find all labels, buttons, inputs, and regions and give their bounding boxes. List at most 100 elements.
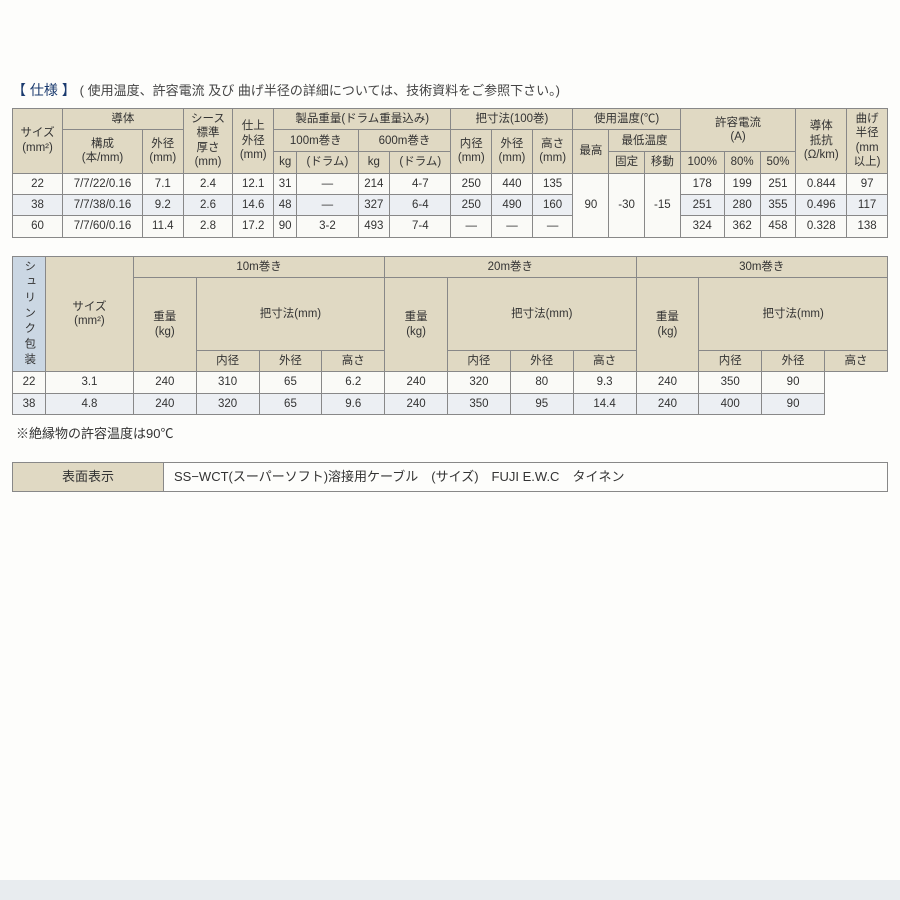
cell: 320 (196, 393, 259, 414)
h-fixed: 固定 (609, 152, 645, 173)
cell: 65 (259, 393, 322, 414)
title-note: ( 使用温度、許容電流 及び 曲げ半径の詳細については、技術資料をご参照下さい。… (80, 83, 560, 98)
h-size: サイズ(mm²) (13, 109, 63, 174)
cell-merged: -15 (644, 173, 680, 237)
cell: 3-2 (297, 216, 358, 237)
cell: 7/7/38/0.16 (63, 194, 143, 215)
footnote: ※絶縁物の許容温度は90℃ (16, 423, 888, 442)
h-p100: 100% (680, 152, 724, 173)
cell: 7/7/60/0.16 (63, 216, 143, 237)
h-dr1: (ドラム) (297, 152, 358, 173)
h-max: 最高 (573, 130, 609, 173)
cell: 160 (532, 194, 573, 215)
cell: 48 (274, 194, 297, 215)
h-resist: 導体抵抗(Ω/km) (796, 109, 847, 174)
c: 外径 (762, 350, 825, 371)
cell: 490 (492, 194, 533, 215)
h-move: 移動 (644, 152, 680, 173)
cell: 12.1 (233, 173, 274, 194)
cell: 2.4 (183, 173, 233, 194)
t2-wt1: 重量(kg) (133, 278, 196, 372)
cell: 31 (274, 173, 297, 194)
cell-merged: -30 (609, 173, 645, 237)
cell: 0.844 (796, 173, 847, 194)
cell: 90 (762, 393, 825, 414)
cell: 320 (448, 372, 511, 393)
c: 高さ (824, 350, 887, 371)
cell: 240 (133, 393, 196, 414)
side-label: シュリンク包装 (13, 256, 46, 372)
cell: 355 (760, 194, 796, 215)
cell: 251 (760, 173, 796, 194)
cell: 280 (724, 194, 760, 215)
t2-wt3: 重量(kg) (636, 278, 699, 372)
cell: 80 (510, 372, 573, 393)
cell: 350 (448, 393, 511, 414)
t2-h2: 把寸法(mm) (448, 278, 636, 351)
cell: 458 (760, 216, 796, 237)
t2-wt2: 重量(kg) (385, 278, 448, 372)
cell: 250 (451, 173, 492, 194)
h-conductor: 導体 (63, 109, 184, 130)
cell: 22 (13, 372, 46, 393)
cell: 240 (636, 372, 699, 393)
cell: 95 (510, 393, 573, 414)
h-temp: 使用温度(℃) (573, 109, 680, 130)
cell: 400 (699, 393, 762, 414)
cell: 7/7/22/0.16 (63, 173, 143, 194)
cell: — (297, 173, 358, 194)
title-bracket: 【 仕様 】 (12, 82, 76, 98)
cell: 310 (196, 372, 259, 393)
c: 外径 (259, 350, 322, 371)
surface-display-table: 表面表示 SS−WCT(スーパーソフト)溶接用ケーブル (サイズ) FUJI E… (12, 462, 888, 492)
cell: 135 (532, 173, 573, 194)
cell: 240 (636, 393, 699, 414)
h-allow: 許容電流(A) (680, 109, 796, 152)
cell: 240 (385, 372, 448, 393)
h-hid: 内径(mm) (451, 130, 492, 173)
t2-size: サイズ(mm²) (46, 256, 134, 372)
h-cons: 構成(本/mm) (63, 130, 143, 173)
cell: 4.8 (46, 393, 134, 414)
cell: 38 (13, 393, 46, 414)
cell: 2.6 (183, 194, 233, 215)
cell: — (532, 216, 573, 237)
cell: 14.6 (233, 194, 274, 215)
table-row: 384.8240320659.62403509514.424040090 (13, 393, 888, 414)
cell: 7-4 (390, 216, 451, 237)
cell: 440 (492, 173, 533, 194)
spec-table-1: サイズ(mm²) 導体 シース標準厚さ(mm) 仕上外径(mm) 製品重量(ドラ… (12, 108, 888, 238)
h-finishod: 仕上外径(mm) (233, 109, 274, 174)
t2-w10: 10m巻き (133, 256, 384, 277)
h-kg1: kg (274, 152, 297, 173)
h-od1: 外径(mm) (142, 130, 183, 173)
c: 高さ (322, 350, 385, 371)
h-weight: 製品重量(ドラム重量込み) (274, 109, 451, 130)
section-title: 【 仕様 】 ( 使用温度、許容電流 及び 曲げ半径の詳細については、技術資料を… (12, 80, 888, 100)
cell: 6.2 (322, 372, 385, 393)
cell: 0.328 (796, 216, 847, 237)
cell: — (492, 216, 533, 237)
cell: 90 (274, 216, 297, 237)
cell: — (451, 216, 492, 237)
h-hod: 外径(mm) (492, 130, 533, 173)
cell: 138 (847, 216, 888, 237)
c: 外径 (510, 350, 573, 371)
cell: 22 (13, 173, 63, 194)
cell: 362 (724, 216, 760, 237)
cell: 60 (13, 216, 63, 237)
table-row: 227/7/22/0.167.12.412.131—2144-725044013… (13, 173, 888, 194)
h-hht: 高さ(mm) (532, 130, 573, 173)
h-handle: 把寸法(100巻) (451, 109, 573, 130)
table-row: 387/7/38/0.169.22.614.648—3276-425049016… (13, 194, 888, 215)
cell: 250 (451, 194, 492, 215)
cell: 9.6 (322, 393, 385, 414)
cell: 2.8 (183, 216, 233, 237)
t3-value: SS−WCT(スーパーソフト)溶接用ケーブル (サイズ) FUJI E.W.C … (164, 462, 888, 491)
cell: 251 (680, 194, 724, 215)
c: 内径 (699, 350, 762, 371)
h-p80: 80% (724, 152, 760, 173)
cell: 90 (762, 372, 825, 393)
cell: 9.2 (142, 194, 183, 215)
h-mintemp: 最低温度 (609, 130, 681, 152)
